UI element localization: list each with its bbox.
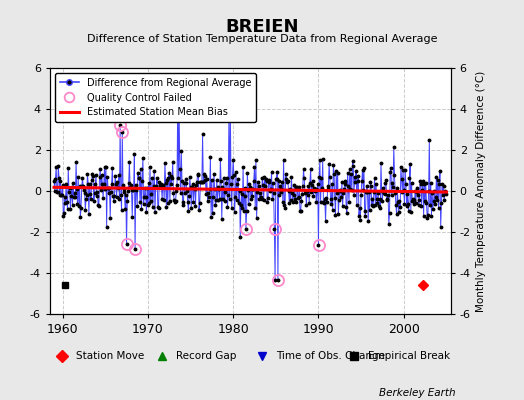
Legend: Difference from Regional Average, Quality Control Failed, Estimated Station Mean: Difference from Regional Average, Qualit…: [54, 73, 256, 122]
Text: Record Gap: Record Gap: [176, 351, 236, 361]
Text: Time of Obs. Change: Time of Obs. Change: [276, 351, 385, 361]
Y-axis label: Monthly Temperature Anomaly Difference (°C): Monthly Temperature Anomaly Difference (…: [476, 70, 486, 312]
Text: Berkeley Earth: Berkeley Earth: [379, 388, 456, 398]
Text: Station Move: Station Move: [76, 351, 144, 361]
Text: Empirical Break: Empirical Break: [368, 351, 451, 361]
Text: Difference of Station Temperature Data from Regional Average: Difference of Station Temperature Data f…: [87, 34, 437, 44]
Text: BREIEN: BREIEN: [225, 18, 299, 36]
